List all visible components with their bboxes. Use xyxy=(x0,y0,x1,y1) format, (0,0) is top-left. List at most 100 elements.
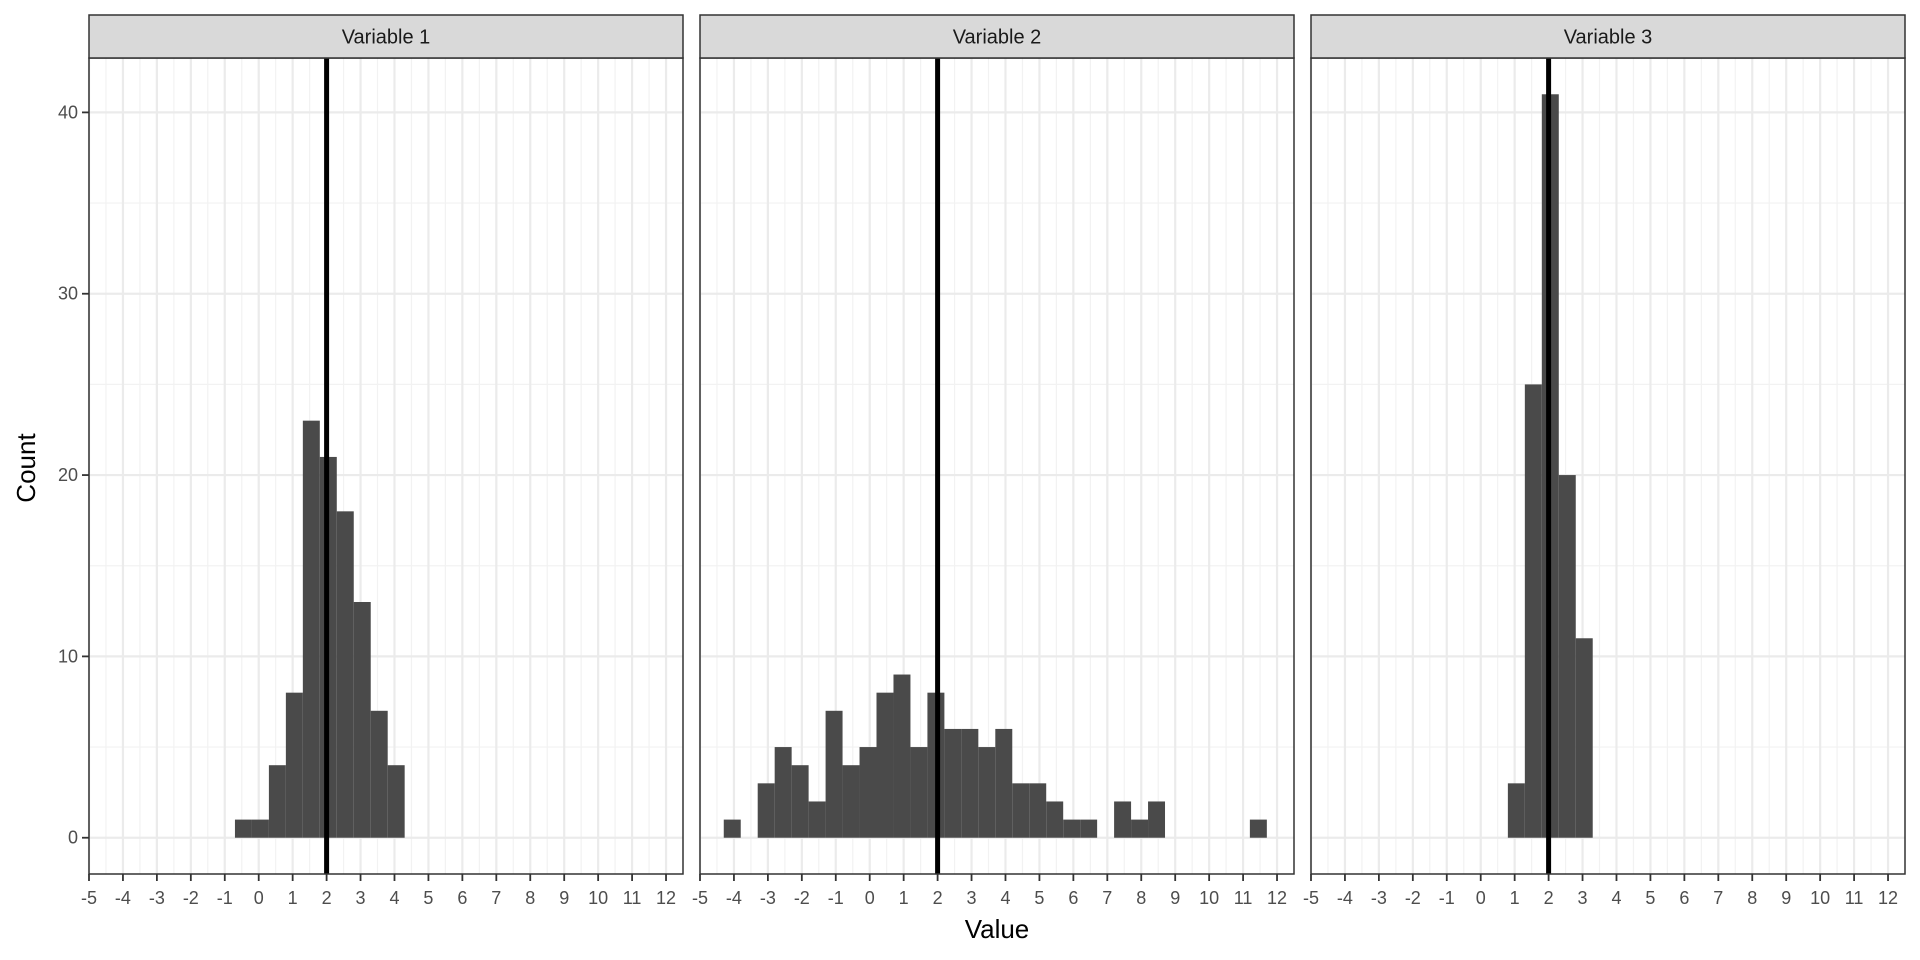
y-tick-label: 30 xyxy=(58,284,78,304)
x-tick-label: -5 xyxy=(1303,888,1319,908)
panel-2: Variable 2 xyxy=(698,14,1295,875)
x-tick-label: 5 xyxy=(423,888,433,908)
histogram-bar xyxy=(285,692,303,838)
x-tick-label: 0 xyxy=(865,888,875,908)
x-tick-label: 7 xyxy=(1713,888,1723,908)
x-tick-label: 3 xyxy=(356,888,366,908)
histogram-bar xyxy=(268,765,286,838)
x-tick-label: 8 xyxy=(1136,888,1146,908)
histogram-bar xyxy=(723,819,741,838)
histogram-bar xyxy=(876,692,894,838)
x-tick-label: 6 xyxy=(1068,888,1078,908)
x-tick-label: 11 xyxy=(623,888,642,908)
x-tick-label: 1 xyxy=(288,888,298,908)
x-tick-label: 4 xyxy=(1611,888,1621,908)
histogram-bar xyxy=(1131,819,1149,838)
histogram-bar xyxy=(757,783,775,838)
histogram-bar xyxy=(1029,783,1047,838)
histogram-bar xyxy=(978,747,996,838)
histogram-bar xyxy=(370,710,388,838)
histogram-bar xyxy=(1046,801,1064,838)
x-tick-label: 8 xyxy=(1747,888,1757,908)
x-tick-label: 5 xyxy=(1034,888,1044,908)
histogram-bar xyxy=(1507,783,1525,838)
y-tick-label: 20 xyxy=(58,465,78,485)
x-tick-label: 10 xyxy=(588,888,608,908)
histogram-bar xyxy=(1012,783,1030,838)
x-tick-label: -3 xyxy=(1371,888,1387,908)
histogram-bar xyxy=(1249,819,1267,838)
y-tick-label: 0 xyxy=(68,828,78,848)
panel-3: Variable 3 xyxy=(1309,14,1906,875)
histogram-bar xyxy=(353,602,371,838)
facet-strip xyxy=(1310,14,1906,59)
facet-strip-title: Variable 1 xyxy=(342,27,431,49)
x-tick-label: -1 xyxy=(1439,888,1455,908)
x-tick-label: 9 xyxy=(1781,888,1791,908)
histogram-bar xyxy=(995,728,1013,838)
x-tick-label: 1 xyxy=(1510,888,1520,908)
facet-strip-title: Variable 3 xyxy=(1564,27,1653,49)
x-tick-label: 12 xyxy=(1267,888,1287,908)
x-tick-label: 5 xyxy=(1645,888,1655,908)
panel-1: Variable 1 xyxy=(87,14,684,875)
histogram-bar xyxy=(774,747,792,838)
facet-strip xyxy=(699,14,1295,59)
x-tick-label: 9 xyxy=(1170,888,1180,908)
x-tick-label: 4 xyxy=(389,888,399,908)
x-tick-label: 7 xyxy=(1102,888,1112,908)
histogram-bar xyxy=(910,747,928,838)
y-tick-label: 40 xyxy=(58,102,78,122)
x-tick-label: 10 xyxy=(1199,888,1219,908)
x-tick-label: -3 xyxy=(149,888,165,908)
histogram-bar xyxy=(1114,801,1132,838)
x-tick-label: 3 xyxy=(967,888,977,908)
histogram-bar xyxy=(1148,801,1166,838)
x-tick-label: 6 xyxy=(457,888,467,908)
x-tick-label: 12 xyxy=(1878,888,1898,908)
facet-strip-title: Variable 2 xyxy=(953,27,1042,49)
x-tick-label: -3 xyxy=(760,888,776,908)
histogram-bar xyxy=(944,728,962,838)
x-tick-label: 7 xyxy=(491,888,501,908)
histogram-bar xyxy=(251,819,269,838)
histogram-bar xyxy=(302,420,320,838)
histogram-bar xyxy=(1575,638,1593,838)
x-tick-label: 2 xyxy=(322,888,332,908)
x-tick-label: 0 xyxy=(1476,888,1486,908)
x-tick-label: 11 xyxy=(1234,888,1253,908)
x-tick-label: 11 xyxy=(1845,888,1864,908)
x-axis-title: Value xyxy=(965,914,1030,944)
histogram-bar xyxy=(825,710,843,838)
x-tick-label: 8 xyxy=(525,888,535,908)
facet-strip xyxy=(88,14,684,59)
histogram-bar xyxy=(859,747,877,838)
histogram-bar xyxy=(1524,384,1542,838)
histogram-bar xyxy=(893,674,911,838)
x-tick-label: 0 xyxy=(254,888,264,908)
x-tick-label: 2 xyxy=(1544,888,1554,908)
x-tick-label: 12 xyxy=(656,888,676,908)
histogram-bar xyxy=(808,801,826,838)
axes-layer: -5 -4 -3 -2 -1 0 1 2 3 4 5 6 7 8 9 10 11 12 -5 -4 -3 -2 -1 0 1 2 3… xyxy=(58,102,1898,908)
histogram-bar xyxy=(1080,819,1098,838)
x-tick-label: 4 xyxy=(1000,888,1010,908)
x-tick-label: -2 xyxy=(183,888,199,908)
x-tick-label: -1 xyxy=(828,888,844,908)
x-tick-label: 9 xyxy=(559,888,569,908)
x-tick-label: -4 xyxy=(115,888,131,908)
histogram-bar xyxy=(791,765,809,838)
histogram-bar xyxy=(1063,819,1081,838)
x-tick-label: -5 xyxy=(81,888,97,908)
x-tick-label: 3 xyxy=(1578,888,1588,908)
x-tick-label: 10 xyxy=(1810,888,1830,908)
x-tick-label: 2 xyxy=(933,888,943,908)
histogram-bar xyxy=(1558,475,1576,838)
histogram-bar xyxy=(336,511,354,838)
histogram-bar xyxy=(387,765,405,838)
histogram-bar xyxy=(842,765,860,838)
y-tick-label: 10 xyxy=(58,646,78,666)
x-tick-label: -5 xyxy=(692,888,708,908)
y-axis-title: Count xyxy=(11,433,41,503)
